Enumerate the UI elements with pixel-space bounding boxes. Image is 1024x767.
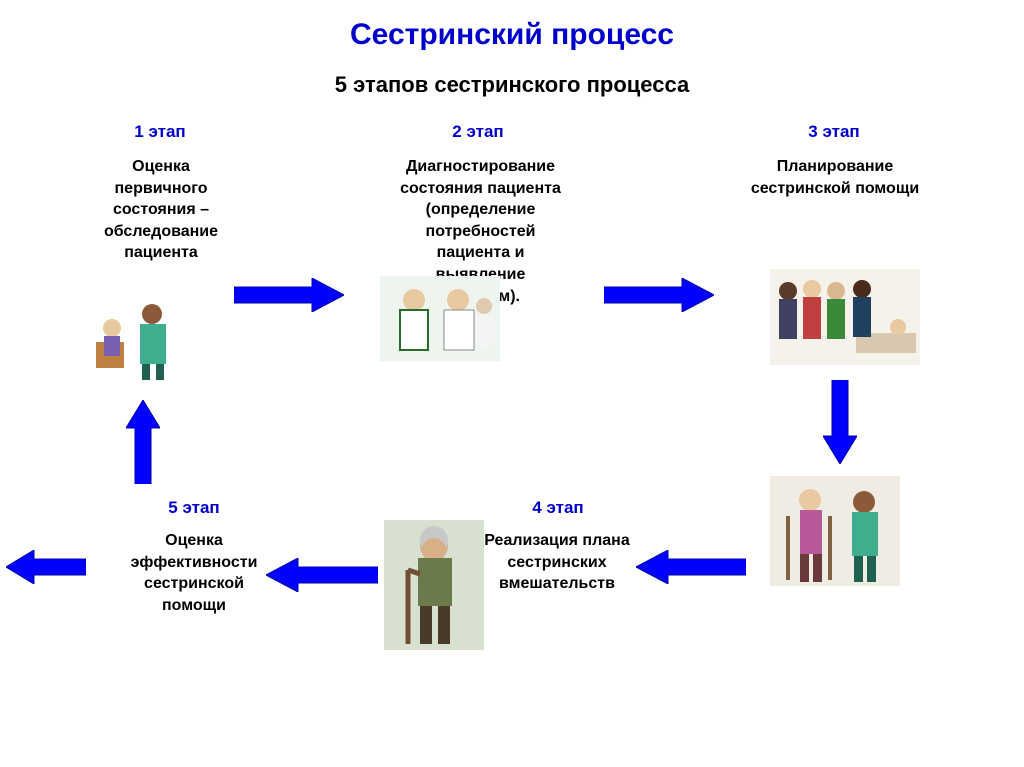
arrow-4-5 [266, 558, 378, 592]
subtitle: 5 этапов сестринского процесса [0, 72, 1024, 98]
stage1-desc: Оценка первичного состояния – обследован… [86, 156, 236, 264]
stage1-label: 1 этап [100, 122, 220, 142]
stage5-desc: Оценка эффективности сестринской помощи [120, 530, 268, 616]
arrow-1-2 [234, 278, 344, 312]
stage4-label: 4 этап [498, 498, 618, 518]
stage4-desc: Реализация плана сестринских вмешательст… [482, 530, 632, 595]
illus-stage2 [380, 276, 500, 361]
arrow-out [6, 550, 86, 584]
arrow-2-3 [604, 278, 714, 312]
illus-stage4 [770, 476, 900, 586]
arrow-3-4 [823, 380, 857, 464]
stage5-label: 5 этап [134, 498, 254, 518]
stage3-desc: Планирование сестринской помощи [750, 156, 920, 199]
illus-stage1 [90, 292, 190, 382]
stage2-label: 2 этап [418, 122, 538, 142]
illus-stage3 [770, 269, 920, 365]
main-title: Сестринский процесс [0, 18, 1024, 52]
stage3-label: 3 этап [774, 122, 894, 142]
arrow-5-1 [126, 400, 160, 484]
illus-stage5 [384, 520, 484, 650]
arrow-4img-4txt [636, 550, 746, 584]
